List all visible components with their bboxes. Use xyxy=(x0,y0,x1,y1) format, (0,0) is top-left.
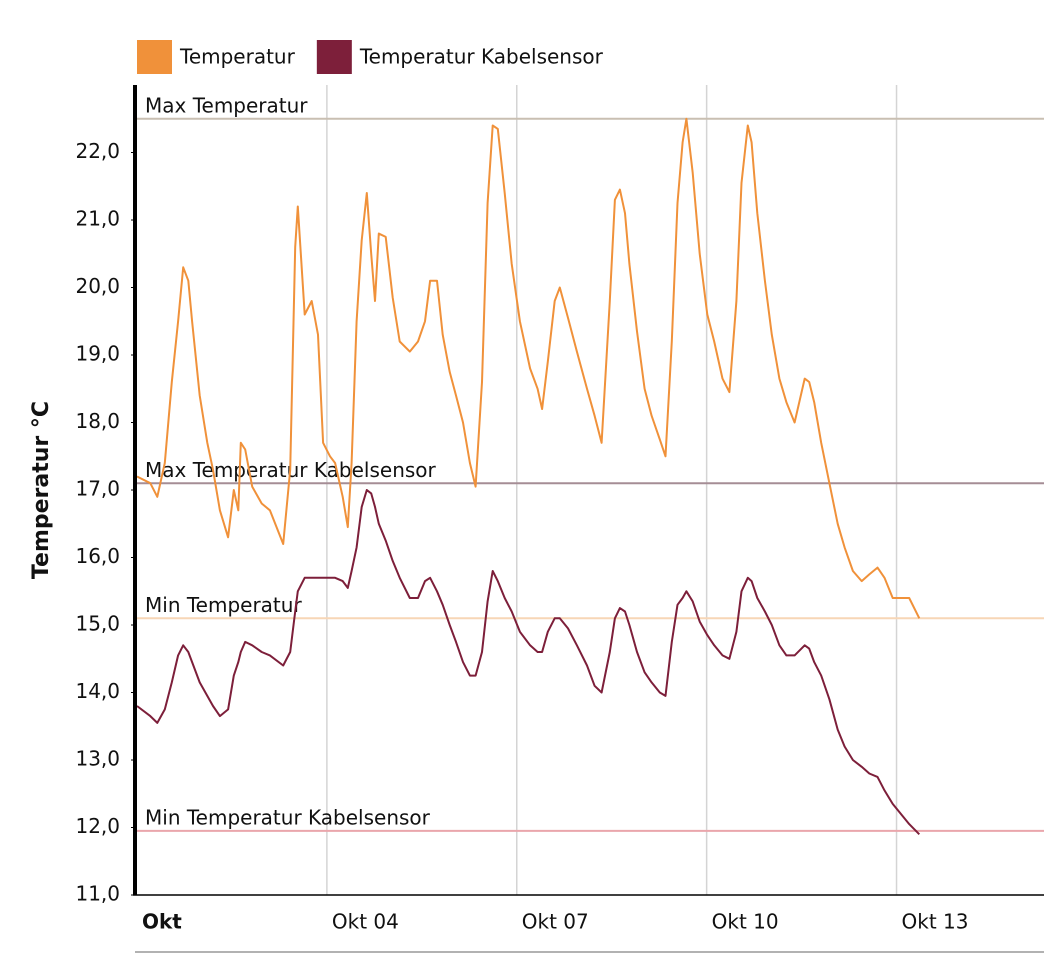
y-tick-label: 17,0 xyxy=(75,477,120,501)
y-tick-label: 19,0 xyxy=(75,342,120,366)
y-tick-label: 18,0 xyxy=(75,409,120,433)
y-tick-label: 12,0 xyxy=(75,814,120,838)
legend-label: Temperatur xyxy=(179,45,296,69)
legend-label: Temperatur Kabelsensor xyxy=(359,45,604,69)
legend-swatch xyxy=(316,40,352,74)
y-tick-label: 16,0 xyxy=(75,544,120,568)
y-axis-label: Temperatur °C xyxy=(29,401,54,579)
series-line xyxy=(136,489,921,836)
y-tick-label: 13,0 xyxy=(75,747,120,771)
y-tick-label: 15,0 xyxy=(75,612,120,636)
y-tick-label: 11,0 xyxy=(75,882,120,906)
y-tick-label: 20,0 xyxy=(75,274,120,298)
x-tick-label: Okt 07 xyxy=(522,910,589,934)
reference-label: Min Temperatur Kabelsensor xyxy=(145,805,431,829)
y-tick-label: 21,0 xyxy=(75,207,120,231)
y-tick-label: 22,0 xyxy=(75,139,120,163)
y-tick-label: 14,0 xyxy=(75,679,120,703)
x-tick-label: Okt 04 xyxy=(332,910,399,934)
reference-label: Min Temperatur xyxy=(145,593,302,617)
x-tick-label: Okt xyxy=(142,910,182,934)
reference-label: Max Temperatur xyxy=(145,93,308,117)
legend-swatch xyxy=(137,40,172,74)
x-tick-label: Okt 10 xyxy=(712,910,779,934)
x-tick-label: Okt 13 xyxy=(902,910,969,934)
series-line xyxy=(136,117,921,619)
